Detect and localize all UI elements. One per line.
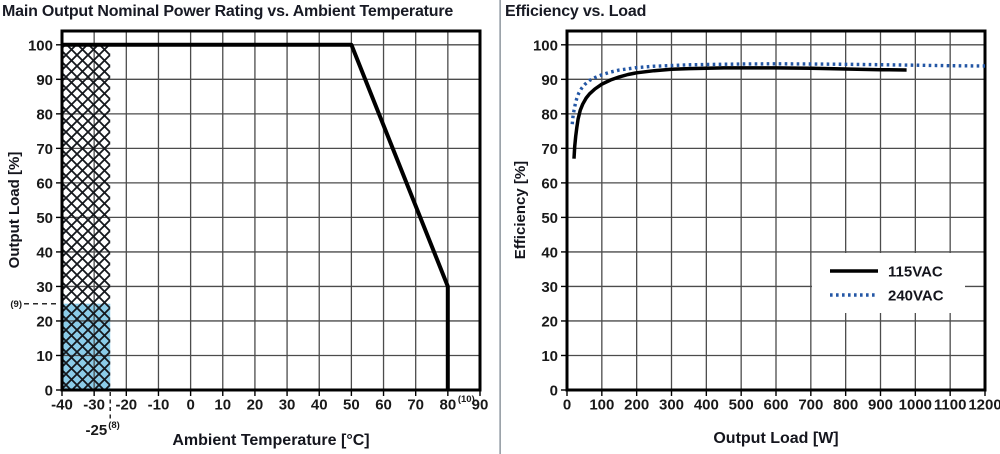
y-tick-label: 100 bbox=[28, 37, 53, 54]
x-tick-label: 1200 bbox=[968, 396, 1000, 413]
x-tick-label: 80 bbox=[440, 396, 457, 413]
x-tick-label: 0 bbox=[186, 396, 194, 413]
y-tick-label: 70 bbox=[36, 141, 53, 158]
x-tick-label: 500 bbox=[729, 396, 754, 413]
note-10-sup: (10) bbox=[458, 394, 475, 405]
y-tick-label: 20 bbox=[541, 313, 558, 330]
y-tick-label: 100 bbox=[533, 37, 558, 54]
series-derating-curve bbox=[62, 42, 450, 390]
x-tick-label: 30 bbox=[279, 396, 296, 413]
derating-plot-svg: -40 -30 -20 -10 0 10 20 30 40 50 60 70 80 90 0 10 20 30 40… bbox=[10, 29, 489, 439]
y-tick-label: 30 bbox=[541, 279, 558, 296]
y-tick-label: 10 bbox=[36, 348, 53, 365]
series-115vac bbox=[572, 66, 907, 159]
x-tick-label: 800 bbox=[833, 396, 858, 413]
x-tick-label: 60 bbox=[375, 396, 392, 413]
note-8-label: -25 bbox=[86, 422, 108, 439]
x-tick-label: -30 bbox=[83, 396, 105, 413]
x-tick-label: -20 bbox=[115, 396, 137, 413]
derating-chart-title: Main Output Nominal Power Rating vs. Amb… bbox=[2, 3, 454, 20]
x-tick-label: 10 bbox=[214, 396, 231, 413]
y-tick-label: 40 bbox=[541, 244, 558, 261]
y-tick-label: 30 bbox=[36, 279, 53, 296]
x-tick-label: 70 bbox=[407, 396, 424, 413]
x-tick-label: 400 bbox=[694, 396, 719, 413]
x-tick-label: -40 bbox=[51, 396, 73, 413]
y-tick-label: 60 bbox=[541, 175, 558, 192]
derating-x-axis-label: Ambient Temperature [°C] bbox=[172, 432, 370, 449]
y-tick-label: 60 bbox=[36, 175, 53, 192]
legend-box bbox=[812, 253, 965, 313]
y-tick-label: 40 bbox=[36, 244, 53, 261]
derating-y-axis-label: Output Load [%] bbox=[6, 151, 23, 269]
y-tick-label: 50 bbox=[541, 210, 558, 227]
efficiency-x-axis-label: Output Load [W] bbox=[713, 430, 839, 447]
plot-frame bbox=[60, 29, 482, 392]
x-tick-label: 300 bbox=[659, 396, 684, 413]
x-tick-label: 90 bbox=[472, 396, 489, 413]
y-tick-label: 20 bbox=[36, 313, 53, 330]
y-tick-label: 0 bbox=[550, 383, 558, 400]
x-tick-label: 20 bbox=[247, 396, 264, 413]
hatched-operating-region bbox=[62, 44, 111, 391]
efficiency-y-axis-label: Efficiency [%] bbox=[512, 160, 529, 260]
series-240vac bbox=[570, 62, 986, 125]
legend-label-240vac: 240VAC bbox=[888, 288, 944, 305]
x-tick-label: 1000 bbox=[899, 396, 932, 413]
y-tick-label: 50 bbox=[36, 210, 53, 227]
y-tick-label: 0 bbox=[45, 383, 53, 400]
x-tick-label: 0 bbox=[563, 396, 571, 413]
y-tick-label: 70 bbox=[541, 141, 558, 158]
note-8-sup: (8) bbox=[108, 420, 120, 431]
efficiency-plot-svg: 0 100 200 300 400 500 600 700 800 900 1000 1100 1200… bbox=[533, 29, 1000, 413]
y-tick-label: 80 bbox=[541, 106, 558, 123]
x-tick-label: 40 bbox=[311, 396, 328, 413]
panel-divider bbox=[499, 0, 501, 454]
x-tick-label: 200 bbox=[624, 396, 649, 413]
y-tick-label: 10 bbox=[541, 348, 558, 365]
x-tick-label: 900 bbox=[868, 396, 893, 413]
efficiency-chart-panel: Efficiency vs. Load 0 100 200 300 400 500 600 7… bbox=[500, 0, 1000, 454]
plot-frame bbox=[565, 29, 987, 392]
x-tick-label: -10 bbox=[148, 396, 170, 413]
y-tick-label: 90 bbox=[541, 72, 558, 89]
legend-label-115vac: 115VAC bbox=[888, 264, 943, 281]
x-tick-label: 50 bbox=[343, 396, 360, 413]
x-tick-label: 700 bbox=[798, 396, 823, 413]
x-tick-label: 100 bbox=[589, 396, 614, 413]
note-9-label: (9) bbox=[10, 299, 22, 310]
y-tick-label: 80 bbox=[36, 106, 53, 123]
y-tick-label: 90 bbox=[36, 72, 53, 89]
efficiency-chart-title: Efficiency vs. Load bbox=[505, 3, 647, 20]
derating-chart-panel: Main Output Nominal Power Rating vs. Amb… bbox=[2, 3, 489, 449]
x-tick-label: 1100 bbox=[934, 396, 967, 413]
x-tick-label: 600 bbox=[763, 396, 788, 413]
